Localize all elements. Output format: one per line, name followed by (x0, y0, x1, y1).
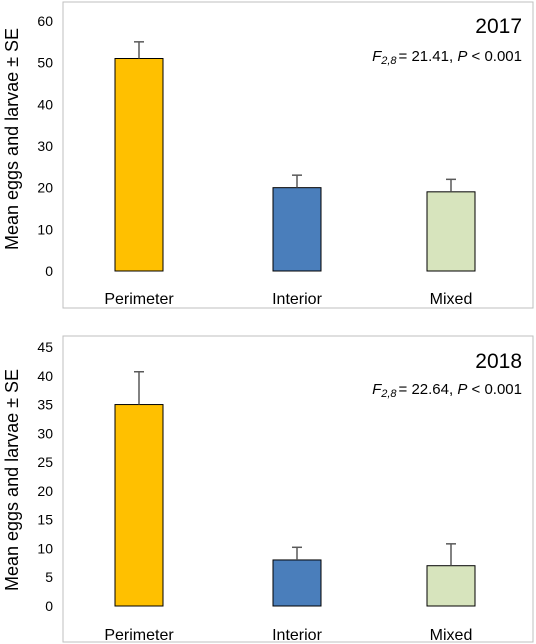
y-axis-label: Mean eggs and larvae ± SE (2, 28, 22, 250)
y-tick-label: 30 (37, 425, 53, 441)
y-tick-label: 20 (37, 180, 53, 196)
y-tick-label: 30 (37, 138, 53, 154)
y-tick-label: 15 (37, 512, 53, 528)
bar-interior (272, 559, 322, 607)
y-axis-label: Mean eggs and larvae ± SE (2, 369, 22, 591)
bar-mixed (426, 191, 476, 272)
chart-panel-2018: 0 5 10 15 20 25 30 35 40 45 Perimeter Interior Mixe… (2, 335, 534, 644)
y-tick-label: 40 (37, 96, 53, 112)
error-bars (134, 370, 456, 566)
bar-mixed (426, 565, 476, 607)
bar-perimeter (114, 58, 164, 272)
bar-interior (272, 187, 322, 272)
bar-perimeter (114, 404, 164, 607)
x-tick-label-perimeter: Perimeter (104, 291, 174, 308)
y-tick-label: 40 (37, 368, 53, 384)
x-tick-label-mixed: Mixed (430, 291, 473, 308)
y-tick-label: 0 (45, 598, 53, 614)
x-tick-label-interior: Interior (272, 627, 322, 644)
x-tick-label-interior: Interior (272, 291, 322, 308)
chart-panel-2017: 0 10 20 30 40 50 60 Perimeter Interior Mixed 201… (2, 1, 534, 309)
y-tick-label: 10 (37, 221, 53, 237)
panel-title: 2017 (475, 15, 522, 38)
x-tick-label-mixed: Mixed (430, 627, 473, 644)
stat-annotation: F2,8 = 21.41, P < 0.001 (372, 48, 522, 67)
y-tick-label: 10 (37, 540, 53, 556)
x-axis-labels: Perimeter Interior Mixed (104, 291, 472, 308)
y-tick-label: 45 (37, 339, 53, 355)
y-axis-ticks: 0 5 10 15 20 25 30 35 40 45 (37, 339, 53, 614)
y-tick-label: 50 (37, 55, 53, 71)
x-axis-labels: Perimeter Interior Mixed (104, 627, 472, 644)
y-tick-label: 60 (37, 13, 53, 29)
y-tick-label: 25 (37, 454, 53, 470)
error-bars (134, 41, 456, 192)
y-tick-label: 5 (45, 569, 53, 585)
stat-annotation: F2,8 = 22.64, P < 0.001 (372, 381, 522, 400)
y-axis-ticks: 0 10 20 30 40 50 60 (37, 13, 53, 279)
x-tick-label-perimeter: Perimeter (104, 627, 174, 644)
y-tick-label: 0 (45, 263, 53, 279)
panel-title: 2018 (475, 350, 522, 373)
y-tick-label: 20 (37, 483, 53, 499)
y-tick-label: 35 (37, 397, 53, 413)
bars (114, 404, 476, 607)
